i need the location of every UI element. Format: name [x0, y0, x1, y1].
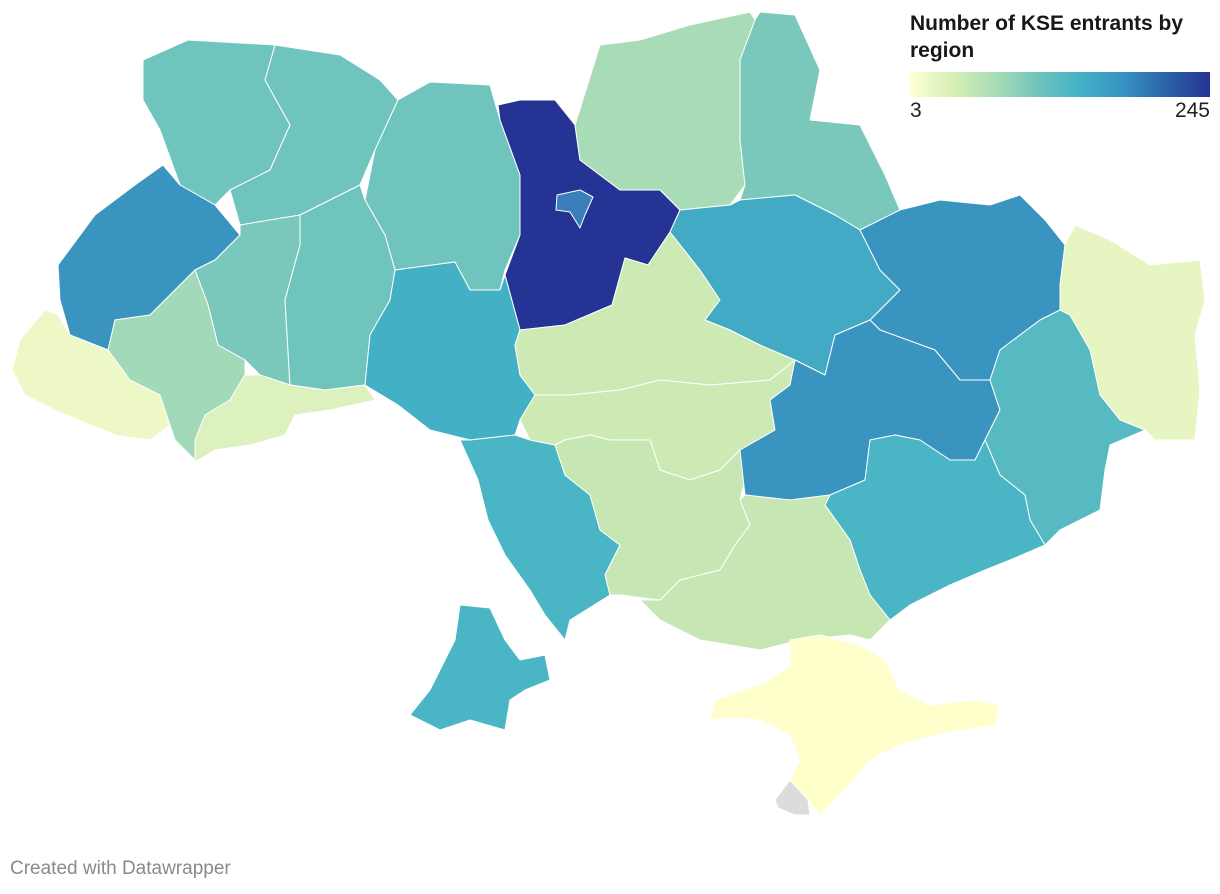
legend-title: Number of KSE entrants by region	[910, 12, 1184, 62]
credit-text: Created with Datawrapper	[10, 858, 231, 879]
region-kherson[interactable]	[639, 494, 891, 651]
region-crimea[interactable]	[709, 634, 1001, 816]
legend-labels: 3 245	[910, 97, 1210, 123]
legend: Number of KSE entrants by region 3 245	[910, 10, 1210, 123]
region-sevastopol[interactable]	[774, 779, 811, 816]
legend-min-label: 3	[910, 99, 922, 122]
region-chernivtsi[interactable]	[194, 374, 376, 463]
legend-max-label: 245	[1174, 99, 1210, 122]
region-sumy[interactable]	[739, 11, 901, 231]
legend-color-scale	[910, 72, 1210, 97]
region-kyiv-city[interactable]	[555, 189, 594, 229]
